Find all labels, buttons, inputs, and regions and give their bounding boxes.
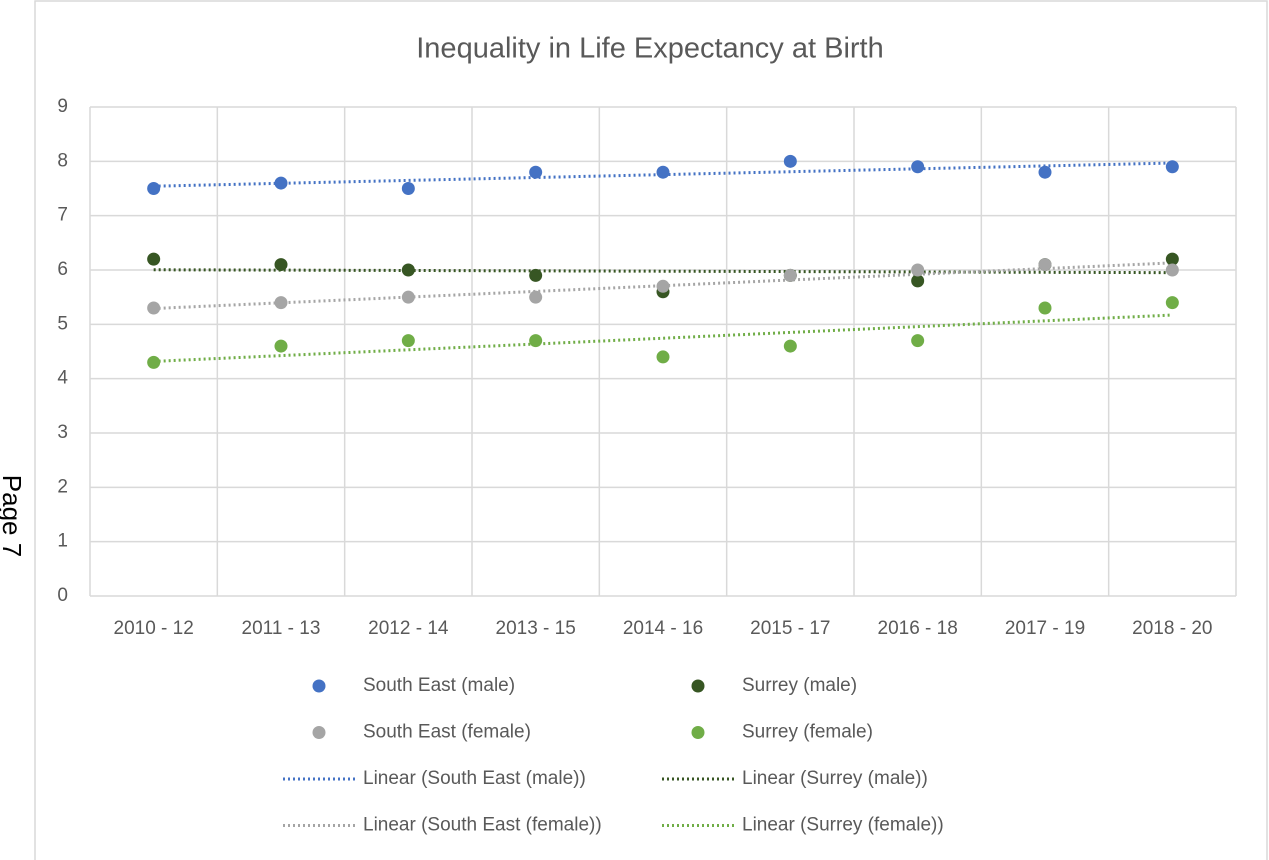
legend-marker [691, 726, 705, 739]
point [147, 182, 161, 195]
point [911, 334, 925, 348]
legend-label: Surrey (female) [742, 722, 873, 743]
point [911, 263, 925, 277]
legend-label: Linear (South East (female)) [363, 815, 602, 836]
point [401, 290, 415, 304]
legend-label: Linear (Surrey (male)) [742, 768, 928, 789]
x-tick-label: 2016 - 18 [878, 618, 958, 639]
x-tick-label: 2018 - 20 [1132, 618, 1212, 639]
x-tick-label: 2014 - 16 [623, 618, 703, 639]
y-tick-label: 1 [57, 531, 68, 552]
page-label: Page 7 [0, 475, 27, 557]
point [1165, 263, 1179, 277]
legend-label: Linear (South East (male)) [363, 768, 586, 789]
y-tick-label: 3 [57, 422, 68, 443]
point [529, 290, 543, 304]
point [1038, 301, 1052, 315]
x-tick-label: 2017 - 19 [1005, 618, 1085, 639]
y-tick-label: 8 [57, 150, 68, 171]
x-tick-label: 2012 - 14 [368, 618, 449, 639]
point [783, 154, 797, 168]
point [911, 160, 925, 174]
point [401, 334, 415, 348]
point [656, 279, 670, 293]
point [274, 258, 288, 272]
point [274, 176, 288, 190]
point [783, 268, 797, 282]
x-tick-label: 2013 - 15 [496, 618, 576, 639]
point [401, 182, 415, 195]
x-tick-label: 2011 - 13 [242, 618, 321, 639]
y-tick-label: 9 [57, 96, 68, 117]
point [656, 350, 670, 364]
point [274, 339, 288, 353]
point [147, 301, 161, 315]
y-tick-label: 0 [57, 585, 68, 606]
legend-label: Linear (Surrey (female)) [742, 815, 944, 836]
legend-label: Surrey (male) [742, 675, 857, 696]
point [656, 165, 670, 179]
point [783, 339, 797, 353]
point [1038, 165, 1052, 179]
x-tick-label: 2015 - 17 [750, 618, 830, 639]
chart-title: Inequality in Life Expectancy at Birth [416, 33, 883, 65]
point [274, 296, 288, 310]
point [529, 268, 543, 282]
legend-label: South East (male) [363, 675, 515, 696]
y-tick-label: 4 [57, 368, 68, 389]
point [1038, 258, 1052, 272]
point [1165, 296, 1179, 310]
point [401, 263, 415, 277]
legend-label: South East (female) [363, 722, 531, 743]
y-tick-label: 7 [57, 205, 68, 226]
point [147, 252, 161, 266]
y-tick-label: 5 [57, 313, 68, 334]
point [529, 334, 543, 348]
x-tick-label: 2010 - 12 [114, 618, 194, 639]
legend-marker [312, 726, 326, 739]
point [147, 355, 161, 369]
legend-marker [691, 679, 705, 693]
y-tick-label: 6 [57, 259, 68, 280]
chart-frame [34, 0, 1268, 860]
y-tick-label: 2 [57, 476, 68, 497]
legend-marker [312, 679, 326, 693]
point [1165, 160, 1179, 174]
point [529, 165, 543, 179]
point [911, 274, 925, 288]
point [1165, 252, 1179, 266]
